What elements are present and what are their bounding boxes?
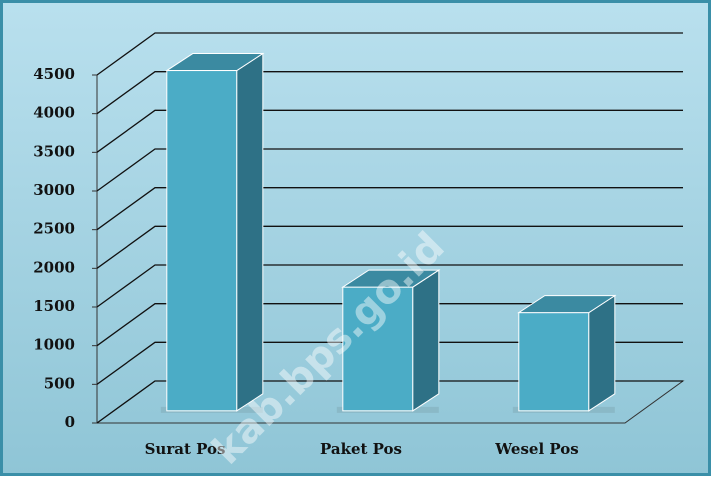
grid-line <box>96 303 683 347</box>
y-tick-label: 3500 <box>33 142 75 160</box>
y-tick-label: 0 <box>65 413 75 431</box>
y-tick-label: 2500 <box>33 220 75 238</box>
bar-front <box>518 312 590 412</box>
y-tick-label: 2000 <box>33 258 75 276</box>
grid-line <box>96 32 683 76</box>
bar-top <box>341 269 441 288</box>
plot: 0 500 1000 1500 2000 2500 3000 3500 4000 4500 Sura… <box>33 32 685 458</box>
y-tick-label: 1500 <box>33 297 75 315</box>
bar-top <box>165 53 265 72</box>
grid-line <box>96 148 683 192</box>
y-tick-label: 3000 <box>33 181 75 199</box>
grid-line <box>96 71 683 115</box>
grid-line <box>96 341 683 385</box>
bar-front <box>342 286 414 412</box>
y-tick-label: 4000 <box>33 104 75 122</box>
y-tick-label: 1000 <box>33 336 75 354</box>
grid-line <box>96 225 683 269</box>
x-tick-label: Paket Pos <box>320 440 402 458</box>
bar-side <box>588 294 616 412</box>
bar-top <box>517 295 617 314</box>
y-tick-label: 4500 <box>33 65 75 83</box>
x-tick-label: Wesel Pos <box>494 440 578 458</box>
grid-line <box>96 264 683 308</box>
grid-line <box>96 109 683 153</box>
bar-front <box>166 70 238 412</box>
y-tick-label: 500 <box>44 374 75 392</box>
x-tick-label: Surat Pos <box>145 440 226 458</box>
bar-side <box>236 52 264 412</box>
grid-line <box>96 187 683 231</box>
grid-line <box>96 380 683 424</box>
